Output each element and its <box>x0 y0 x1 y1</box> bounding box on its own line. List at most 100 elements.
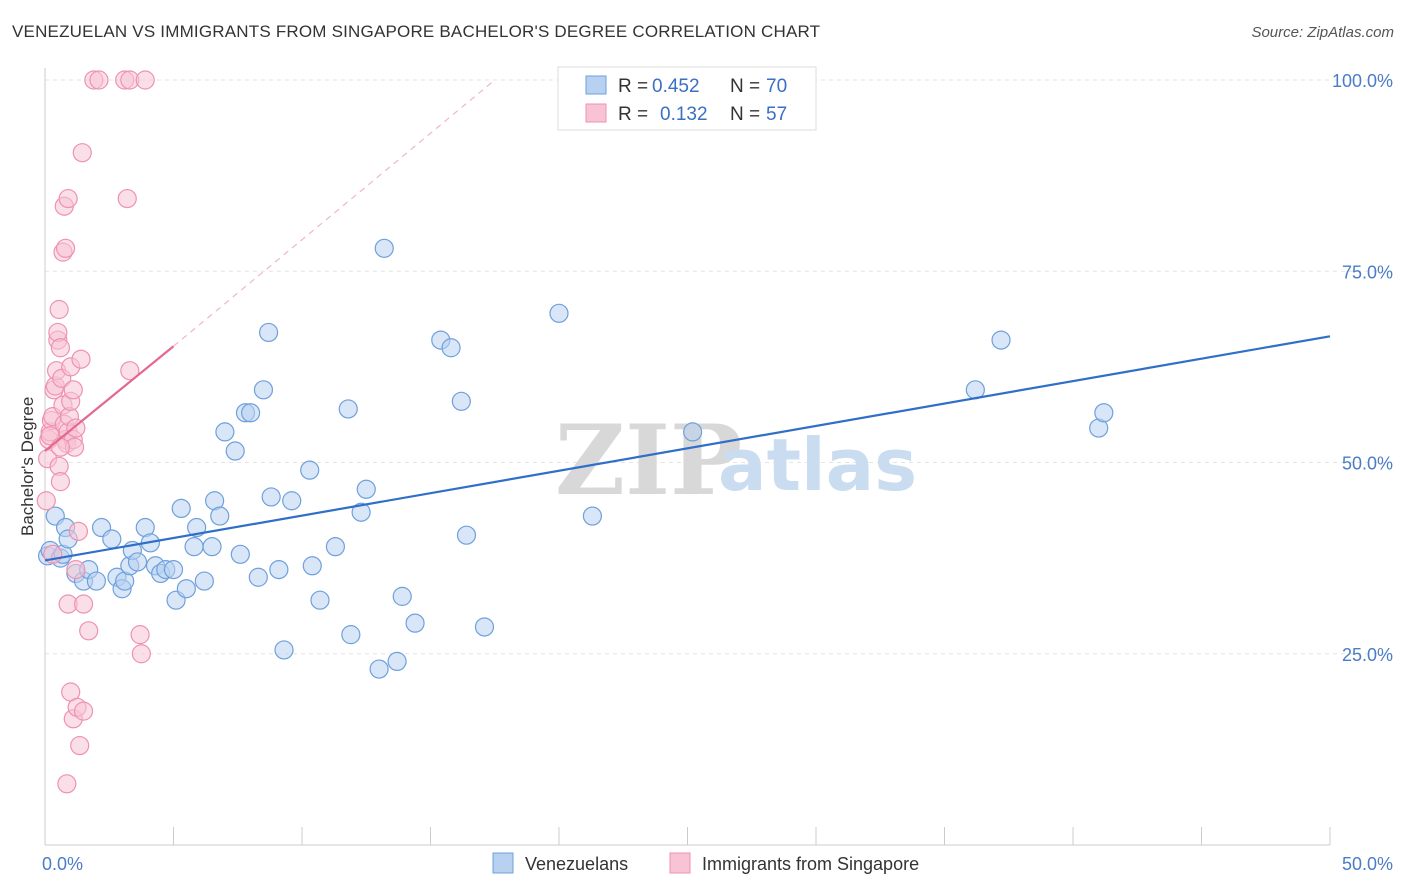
y-tick-label: 25.0% <box>1342 645 1393 665</box>
data-point <box>120 361 140 381</box>
data-point <box>351 502 371 522</box>
data-point <box>374 238 394 258</box>
chart-title: VENEZUELAN VS IMMIGRANTS FROM SINGAPORE … <box>12 22 821 41</box>
data-point <box>50 437 71 457</box>
data-point <box>387 651 407 672</box>
legend-box: R = 0.452 N = 70 R = 0.132 N = 57 <box>557 66 817 131</box>
data-point <box>163 559 184 580</box>
data-point <box>66 559 86 580</box>
data-point <box>187 517 207 538</box>
legend-n-value: 70 <box>766 76 787 97</box>
legend-n-label: N = <box>730 104 760 125</box>
bottom-legend-swatch-venezuelans <box>492 852 514 874</box>
legend-r-value: 0.452 <box>652 76 700 97</box>
data-point <box>55 238 76 258</box>
legend-r-value: 0.132 <box>660 104 708 125</box>
data-point <box>135 70 155 90</box>
x-tick-label: 50.0% <box>1342 854 1393 874</box>
legend-swatch-venezuelans <box>585 75 607 95</box>
data-point <box>86 571 107 591</box>
series-venezuelans <box>37 238 1114 679</box>
data-point <box>582 506 603 526</box>
data-point <box>474 617 495 637</box>
data-point <box>253 380 274 400</box>
data-point <box>117 188 137 209</box>
data-point <box>274 640 294 660</box>
data-point <box>202 537 222 557</box>
data-point <box>405 613 425 633</box>
data-point <box>57 774 77 794</box>
x-tick-labels: 0.0% 50.0% <box>42 854 1393 874</box>
data-point <box>71 349 91 369</box>
data-point <box>102 529 122 549</box>
trend-line-0 <box>44 335 1331 562</box>
x-tick-label: 0.0% <box>42 854 83 874</box>
data-point <box>241 403 261 423</box>
data-point <box>310 590 330 610</box>
trend-line-extension <box>173 79 496 347</box>
data-point <box>441 338 461 358</box>
data-point <box>302 556 322 576</box>
data-point <box>36 491 56 511</box>
bottom-legend-label-venezuelans: Venezuelans <box>525 854 628 874</box>
data-point <box>991 330 1011 350</box>
data-point <box>73 701 94 721</box>
bottom-legend: Venezuelans Immigrants from Singapore <box>492 852 919 874</box>
data-point <box>70 735 90 756</box>
data-point <box>194 571 214 591</box>
legend-n-label: N = <box>730 76 760 97</box>
data-point <box>127 552 148 572</box>
data-point <box>261 487 281 507</box>
data-point <box>300 460 320 480</box>
trend-lines <box>44 79 1331 562</box>
data-point <box>171 498 191 518</box>
watermark-zip: ZIP <box>555 404 742 517</box>
data-point <box>210 506 230 526</box>
data-point <box>176 579 196 599</box>
bottom-legend-label-singapore: Immigrants from Singapore <box>702 854 919 874</box>
grid-lines <box>45 79 1392 655</box>
source-credit: Source: ZipAtlas.com <box>1251 24 1394 41</box>
data-point <box>72 143 92 163</box>
watermark-atlas: atlas <box>718 423 917 507</box>
y-axis-label: Bachelor's Degree <box>18 397 37 536</box>
legend-swatch-singapore <box>585 103 607 123</box>
data-point <box>131 644 151 664</box>
data-point <box>215 422 235 442</box>
data-point <box>338 399 358 419</box>
data-point <box>356 479 376 499</box>
y-tick-label: 50.0% <box>1342 454 1393 474</box>
data-point <box>130 625 150 645</box>
data-point <box>325 537 346 557</box>
legend-r-label: R = <box>618 76 648 97</box>
y-tick-labels: 25.0% 50.0% 75.0% 100.0% <box>1332 71 1393 665</box>
data-point <box>89 70 109 90</box>
data-point <box>341 625 361 645</box>
legend-r-label: R = <box>618 104 648 125</box>
data-point <box>683 422 703 442</box>
data-point <box>50 338 71 358</box>
data-point <box>248 567 268 587</box>
data-point <box>549 303 569 323</box>
data-point <box>50 472 71 492</box>
data-point <box>230 544 250 564</box>
data-point <box>369 659 389 679</box>
data-point <box>49 299 69 320</box>
trend-line-1 <box>44 345 175 452</box>
data-point <box>58 188 78 209</box>
data-point <box>269 559 289 580</box>
watermark: ZIP atlas <box>555 404 917 517</box>
y-tick-label: 100.0% <box>1332 71 1393 91</box>
data-point <box>225 441 245 461</box>
legend-n-value: 57 <box>766 104 787 125</box>
data-point <box>68 521 89 541</box>
data-point <box>456 525 477 545</box>
bottom-legend-swatch-singapore <box>669 852 691 874</box>
data-point <box>1094 403 1114 423</box>
data-point <box>282 491 302 511</box>
data-point <box>392 586 412 606</box>
data-point <box>73 594 94 614</box>
data-point <box>258 322 279 343</box>
data-point <box>63 380 83 400</box>
